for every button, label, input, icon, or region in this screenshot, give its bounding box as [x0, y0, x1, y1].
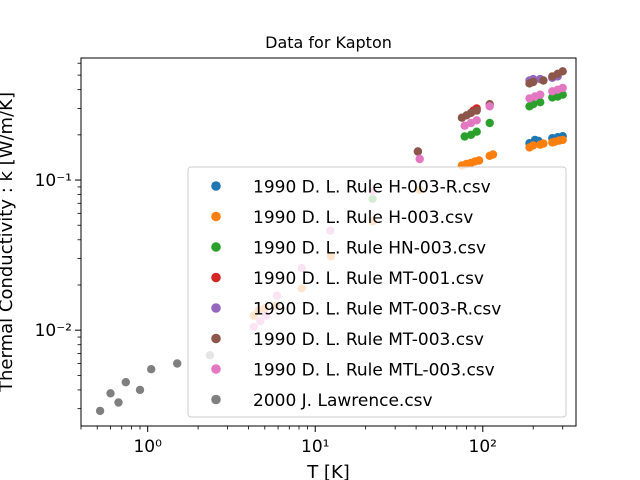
data-point [460, 132, 469, 141]
data-point [114, 398, 123, 407]
legend: 1990 D. L. Rule H-003-R.csv 1990 D. L. Ru… [187, 166, 567, 418]
data-point [485, 102, 494, 111]
data-point [121, 378, 130, 387]
data-point [135, 385, 145, 395]
legend-entry-label: 2000 J. Lawrence.csv [253, 391, 433, 411]
data-point [415, 154, 424, 164]
legend-marker [211, 181, 221, 191]
data-point [95, 406, 105, 416]
data-point [539, 139, 548, 148]
legend-entry-label: 1990 D. L. Rule H-003-R.csv [253, 178, 491, 198]
x-tick-label: 10⁰ [133, 437, 162, 457]
legend-marker [211, 394, 221, 405]
data-point [539, 76, 548, 85]
legend-entry-label: 1990 D. L. Rule MT-003.csv [253, 330, 484, 350]
legend-marker [211, 333, 221, 344]
legend-entry-label: 1990 D. L. Rule MT-001.csv [253, 269, 484, 289]
y-axis-label: Thermal Conductivity : k [W/m/K] [0, 92, 17, 393]
data-point [472, 116, 481, 125]
legend-entry-label: 1990 D. L. Rule HN-003.csv [253, 239, 486, 259]
data-point [536, 90, 545, 99]
data-point [558, 67, 567, 76]
data-point [413, 147, 423, 156]
x-axis-label: T [K] [306, 462, 350, 480]
data-point [106, 389, 115, 398]
legend-entry-label: 1990 D. L. Rule MTL-003.csv [253, 361, 495, 381]
data-point [536, 98, 545, 107]
series-5 [413, 67, 567, 156]
legend-entry-label: 1990 D. L. Rule MT-003-R.csv [253, 300, 501, 320]
data-point [485, 118, 494, 128]
legend-marker [211, 242, 221, 252]
data-point [529, 141, 538, 150]
data-point [472, 106, 481, 115]
data-point [474, 156, 484, 165]
legend-marker [211, 211, 221, 222]
data-point [529, 77, 538, 87]
chart-title: Data for Kapton [265, 33, 392, 52]
y-tick-label: 10⁻¹ [35, 171, 72, 191]
legend-entry-label: 1990 D. L. Rule H-003.csv [253, 208, 473, 228]
data-point [558, 135, 567, 145]
y-tick-label: 10⁻² [35, 321, 72, 341]
legend-marker [211, 272, 221, 283]
axis-ticks: 10⁰ 10¹ 10² 10⁻² 10⁻¹ [35, 62, 564, 457]
data-point [173, 359, 182, 368]
legend-marker [211, 303, 221, 313]
x-tick-label: 10² [469, 437, 497, 457]
data-point [147, 365, 156, 374]
data-point [472, 127, 481, 136]
x-tick-label: 10¹ [301, 437, 329, 457]
legend-marker [211, 364, 221, 374]
data-point [558, 83, 567, 93]
plot-area [80, 57, 577, 427]
legend-box [187, 166, 567, 418]
data-point [488, 150, 498, 159]
data-point [460, 121, 469, 130]
